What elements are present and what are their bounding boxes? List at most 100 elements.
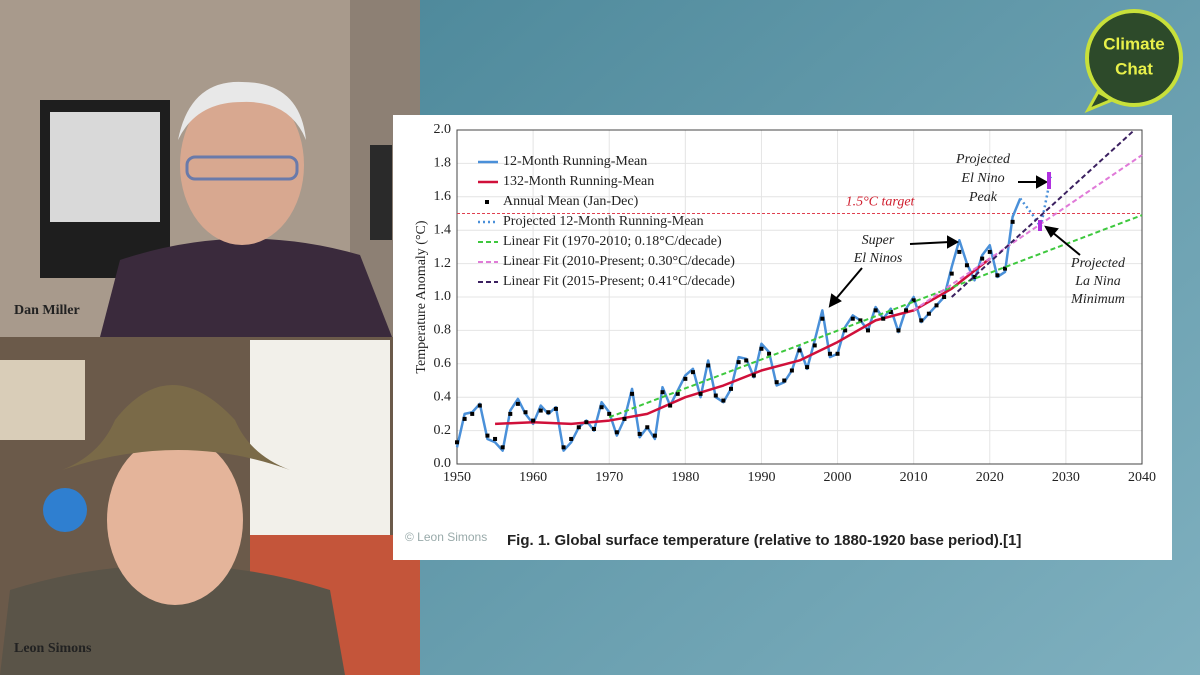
data-point — [508, 411, 513, 416]
annotation: Projected — [1070, 256, 1126, 271]
data-point — [652, 433, 657, 438]
data-point — [637, 431, 642, 436]
y-tick-label: 0.6 — [434, 356, 452, 371]
data-point — [706, 363, 711, 368]
data-point — [919, 318, 924, 323]
x-tick-label: 1970 — [595, 470, 623, 485]
legend-swatch — [485, 200, 489, 204]
data-point — [820, 316, 825, 321]
data-point — [500, 445, 505, 450]
data-point — [690, 370, 695, 375]
data-point — [622, 416, 627, 421]
data-point — [599, 405, 604, 410]
caption: Fig. 1. Global surface temperature (rela… — [507, 532, 1021, 549]
y-tick-label: 1.0 — [434, 289, 452, 304]
data-point — [630, 391, 635, 396]
legend-label: 12-Month Running-Mean — [503, 154, 647, 169]
video-tile: Leon Simons — [0, 337, 420, 675]
data-point — [751, 373, 756, 378]
logo-text: Chat — [1115, 59, 1153, 78]
data-point — [926, 311, 931, 316]
annotation: El Ninos — [853, 251, 903, 266]
data-point — [812, 343, 817, 348]
data-point — [942, 295, 947, 299]
data-point — [538, 408, 543, 413]
data-point — [949, 271, 954, 276]
data-point — [964, 263, 969, 268]
legend-label: Linear Fit (2015-Present; 0.41°C/decade) — [503, 274, 735, 289]
data-point — [683, 376, 688, 381]
y-axis-label: Temperature Anomaly (°C) — [414, 220, 429, 373]
data-point — [1010, 219, 1015, 224]
data-point — [782, 378, 787, 383]
data-point — [523, 410, 528, 415]
x-tick-label: 1960 — [519, 470, 547, 485]
data-point — [721, 398, 726, 403]
y-tick-label: 0.8 — [434, 323, 452, 338]
series-line — [913, 154, 1143, 312]
legend-label: Projected 12-Month Running-Mean — [503, 214, 704, 229]
data-point — [455, 440, 459, 445]
logo: Climate Chat — [1084, 9, 1183, 114]
participant-name: Leon Simons — [14, 641, 92, 656]
annotation: Projected — [955, 152, 1011, 167]
data-point — [957, 249, 962, 254]
data-point — [592, 426, 596, 431]
data-point — [835, 351, 840, 356]
data-point — [493, 436, 498, 441]
data-point — [698, 391, 703, 396]
legend-label: Linear Fit (1970-2010; 0.18°C/decade) — [503, 234, 722, 249]
data-point — [462, 416, 467, 421]
data-point — [873, 308, 878, 313]
data-point — [713, 393, 718, 398]
data-point — [553, 406, 558, 411]
legend-label: Linear Fit (2010-Present; 0.30°C/decade) — [503, 254, 735, 269]
annotation: Super — [862, 233, 895, 248]
chart-card — [393, 115, 1172, 560]
data-point — [531, 418, 536, 423]
video-tile: Dan Miller — [0, 0, 420, 337]
x-tick-label: 2000 — [824, 470, 852, 485]
x-tick-label: 1950 — [443, 470, 471, 485]
data-point — [470, 411, 475, 416]
watermark: © Leon Simons — [405, 530, 487, 544]
annotation: Minimum — [1070, 292, 1125, 307]
data-point — [668, 403, 673, 408]
data-point — [934, 303, 939, 308]
data-point — [972, 274, 977, 279]
data-point — [675, 391, 680, 396]
plot: 0.0 0.2 0.4 0.6 0.8 1.0 1.2 1.4 1.6 1.8 2.0 1950 196… — [434, 122, 1157, 485]
data-point — [881, 316, 886, 321]
legend-label: Annual Mean (Jan-Dec) — [503, 194, 639, 209]
y-tick-label: 1.2 — [434, 256, 452, 271]
data-point — [805, 365, 810, 370]
data-point — [744, 358, 749, 363]
data-point — [866, 328, 870, 333]
series-line — [455, 197, 1022, 452]
y-tick-label: 1.6 — [434, 189, 452, 204]
data-point — [584, 420, 589, 425]
x-tick-label: 1990 — [747, 470, 775, 485]
data-point — [827, 351, 832, 356]
data-point — [614, 430, 619, 435]
projection-markers — [1038, 172, 1051, 231]
data-point — [561, 445, 566, 450]
y-tick-label: 0.2 — [434, 423, 452, 438]
data-point — [911, 298, 916, 303]
data-point — [576, 425, 581, 430]
data-point — [759, 346, 764, 351]
logo-text: Climate — [1103, 34, 1164, 53]
annotation: La Nina — [1074, 274, 1121, 289]
x-tick-label: 2020 — [976, 470, 1004, 485]
data-point — [729, 386, 733, 391]
series-line — [608, 214, 1143, 419]
data-point — [797, 348, 802, 353]
y-tick-label: 0.4 — [434, 389, 452, 404]
x-tick-label: 2040 — [1128, 470, 1156, 485]
data-point — [515, 401, 520, 406]
data-point — [980, 256, 985, 261]
data-point — [767, 351, 772, 356]
y-tick-label: 1.4 — [434, 222, 452, 237]
data-point — [858, 318, 863, 323]
